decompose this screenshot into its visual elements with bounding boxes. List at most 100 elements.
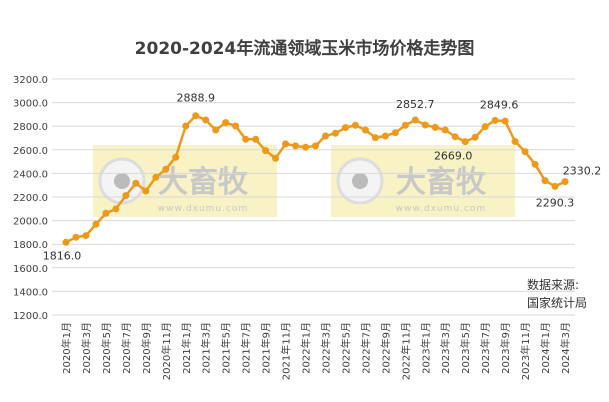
x-tick-label: 2020年7月	[120, 322, 133, 374]
data-point	[212, 126, 220, 134]
data-point	[331, 129, 339, 137]
y-tick-label: 3200.0	[13, 75, 48, 86]
x-tick-label: 2022年9月	[379, 322, 392, 374]
x-tick-label: 2023年9月	[499, 322, 512, 374]
data-point	[551, 182, 559, 190]
watermark-brand: 大畜牧	[396, 165, 487, 200]
source-label: 数据来源:	[527, 278, 580, 292]
x-tick-label: 2020年11月	[160, 322, 173, 380]
x-tick-label: 2023年5月	[459, 322, 472, 374]
data-point	[302, 143, 310, 151]
data-point	[341, 124, 349, 132]
x-tick-label: 2024年1月	[539, 322, 552, 374]
x-tick-label: 2022年1月	[300, 322, 313, 374]
data-point	[192, 112, 200, 120]
watermark-url: www.dxumu.com	[396, 204, 486, 214]
data-label: 2888.9	[176, 92, 215, 105]
data-point	[172, 153, 180, 161]
data-point	[272, 154, 280, 162]
data-point	[481, 123, 489, 131]
x-tick-label: 2022年3月	[319, 322, 332, 374]
x-tick-label: 2021年1月	[180, 322, 193, 374]
data-point	[401, 121, 409, 129]
data-point	[222, 119, 230, 127]
x-tick-label: 2023年11月	[519, 322, 532, 380]
x-tick-label: 2022年5月	[339, 322, 352, 374]
data-point	[112, 205, 120, 213]
data-point	[461, 138, 469, 146]
data-point	[132, 179, 140, 187]
data-point	[102, 209, 110, 217]
source-value: 国家统计局	[527, 296, 588, 310]
data-point	[321, 132, 329, 140]
x-tick-label: 2020年9月	[140, 322, 153, 374]
data-point	[541, 177, 549, 185]
x-tick-label: 2024年3月	[559, 322, 572, 374]
data-point	[491, 116, 499, 124]
data-point	[441, 126, 449, 134]
data-point	[511, 138, 519, 146]
watermark-brand: 大畜牧	[158, 165, 249, 200]
x-tick-label: 2022年7月	[359, 322, 372, 374]
data-point	[152, 173, 160, 181]
y-tick-label: 1200.0	[13, 311, 48, 322]
x-tick-label: 2021年9月	[260, 322, 273, 374]
data-point	[62, 238, 70, 246]
data-point	[351, 121, 359, 129]
y-tick-label: 3000.0	[13, 99, 48, 110]
data-point	[182, 122, 190, 130]
x-tick-label: 2020年3月	[80, 322, 93, 374]
x-tick-label: 2022年11月	[399, 322, 412, 380]
x-tick-label: 2021年3月	[200, 322, 213, 374]
data-point	[252, 135, 260, 143]
data-point	[312, 142, 319, 150]
data-point	[292, 142, 300, 150]
y-tick-label: 2800.0	[13, 122, 48, 133]
data-point	[501, 117, 509, 125]
data-label: 2290.3	[536, 196, 575, 209]
data-point	[122, 192, 130, 200]
data-point	[371, 134, 379, 142]
y-tick-label: 1600.0	[13, 264, 48, 275]
data-label: 1816.0	[43, 249, 82, 262]
data-point	[381, 132, 389, 140]
x-tick-label: 2023年7月	[479, 322, 492, 374]
data-point	[431, 123, 439, 131]
data-point	[282, 140, 290, 148]
watermark-logo-eye-icon	[114, 173, 130, 189]
y-tick-label: 1800.0	[13, 240, 48, 251]
y-tick-label: 2000.0	[13, 217, 48, 228]
watermark-url: www.dxumu.com	[158, 204, 248, 214]
y-tick-label: 1400.0	[13, 287, 48, 298]
x-tick-label: 2023年3月	[439, 322, 452, 374]
data-point	[471, 133, 479, 141]
data-point	[142, 187, 150, 195]
data-point	[451, 133, 459, 141]
x-tick-label: 2021年7月	[240, 322, 253, 374]
data-point	[232, 122, 240, 130]
data-point	[411, 116, 419, 124]
x-tick-label: 2020年5月	[100, 322, 113, 374]
y-tick-label: 2600.0	[13, 146, 48, 157]
chart-title: 2020-2024年流通领域玉米市场价格走势图	[134, 39, 475, 59]
data-point	[92, 220, 100, 228]
data-point	[262, 147, 270, 155]
data-point	[361, 126, 369, 134]
data-point	[421, 121, 429, 129]
y-tick-label: 2200.0	[13, 193, 48, 204]
data-point	[531, 160, 539, 168]
data-label: 2669.0	[434, 150, 473, 163]
data-point	[561, 178, 569, 186]
x-tick-label: 2020年1月	[60, 322, 73, 374]
data-point	[202, 116, 210, 124]
x-tick-label: 2021年5月	[220, 322, 233, 374]
data-point	[82, 232, 90, 240]
watermark-logo-eye-icon	[352, 173, 368, 189]
data-label: 2852.7	[396, 98, 435, 111]
data-point	[162, 165, 170, 173]
data-label: 2849.6	[480, 98, 519, 111]
data-point	[242, 135, 250, 143]
y-tick-label: 2400.0	[13, 169, 48, 180]
data-label: 2330.2	[563, 165, 602, 178]
